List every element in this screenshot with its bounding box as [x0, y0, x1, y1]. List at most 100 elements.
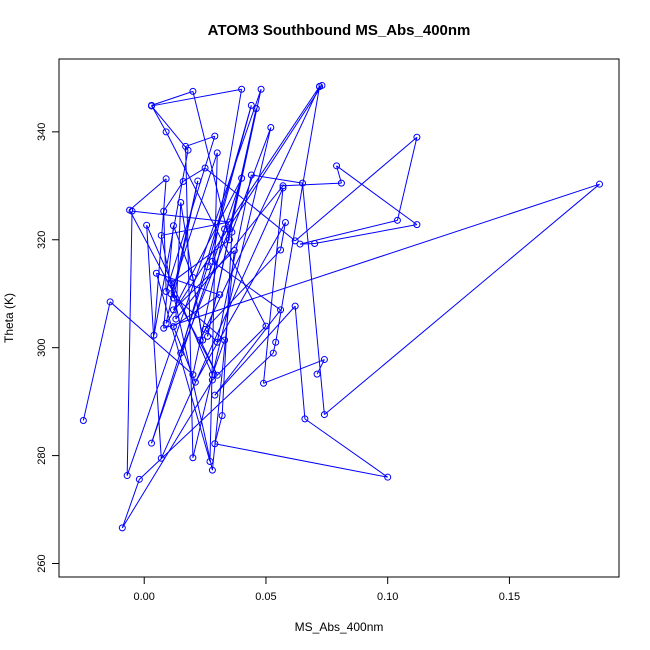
y-tick-label: 340	[36, 123, 48, 141]
data-point	[196, 336, 204, 344]
data-point	[221, 225, 229, 233]
data-point	[413, 133, 421, 141]
data-point	[281, 218, 289, 226]
data-point	[167, 279, 175, 287]
data-point	[201, 325, 209, 333]
data-point	[260, 379, 268, 387]
series-line-segment	[151, 90, 194, 106]
series-line-segment	[209, 152, 218, 462]
data-point	[225, 218, 233, 226]
series-line-segment	[396, 137, 418, 221]
data-point	[169, 323, 177, 331]
series-line-segment	[160, 187, 284, 459]
series-line-segment	[172, 326, 196, 383]
data-point	[262, 322, 270, 330]
data-point	[208, 466, 216, 474]
series-line-segment	[151, 105, 189, 151]
series-line-segment	[299, 219, 398, 245]
series-line-segment	[251, 174, 303, 184]
series-line-segment	[336, 165, 418, 226]
data-point	[298, 179, 306, 187]
data-point	[213, 371, 221, 379]
data-point	[79, 417, 87, 425]
series-line-segment	[263, 359, 325, 384]
data-point	[123, 472, 131, 480]
data-point	[208, 371, 216, 379]
x-tick-label: 0.15	[499, 591, 520, 603]
x-axis: 0.00 0.05 0.10 0.15	[134, 576, 520, 603]
y-axis-label: Theta (K)	[2, 293, 16, 343]
series-line-segment	[146, 224, 213, 375]
series-line-segment	[194, 222, 286, 383]
series-line-segment	[126, 211, 133, 476]
y-tick-label: 280	[36, 446, 48, 464]
data-point	[177, 349, 185, 357]
series-line-segment	[294, 306, 306, 419]
series-line-segment	[165, 85, 323, 324]
data-point	[167, 290, 175, 298]
series-line-segment	[214, 305, 296, 396]
data-point	[201, 164, 209, 172]
series-line-segment	[221, 232, 233, 416]
series-line-segment	[263, 187, 284, 384]
series-line-segment	[304, 418, 388, 478]
data-point	[206, 458, 214, 466]
series-line-segment	[185, 135, 215, 147]
data-point	[126, 206, 134, 214]
data-point	[162, 128, 170, 136]
data-point	[225, 236, 233, 244]
data-point	[199, 336, 207, 344]
data-point	[269, 349, 277, 357]
data-point	[189, 274, 197, 282]
data-point	[228, 228, 236, 236]
series-line-segment	[204, 167, 296, 242]
data-point	[257, 85, 265, 93]
series-line-segment	[294, 136, 418, 242]
x-tick-label: 0.05	[255, 591, 276, 603]
data-point	[211, 440, 219, 448]
data-point	[311, 240, 319, 248]
series-line-segment	[175, 185, 284, 320]
data-point	[194, 177, 202, 185]
series-line-segment	[173, 250, 235, 311]
series-line-segment	[280, 222, 286, 251]
series-line-segment	[156, 272, 220, 296]
series-line-segment	[121, 479, 140, 529]
data-point	[393, 216, 401, 224]
data-point	[291, 237, 299, 245]
series-line-segment	[163, 183, 600, 329]
data-point	[313, 370, 321, 378]
series-line-segment	[211, 339, 226, 375]
chart-title: ATOM3 Southbound MS_Abs_400nm	[208, 22, 471, 39]
data-point	[296, 240, 304, 248]
series-line-segment	[165, 131, 267, 327]
data-point	[179, 177, 187, 185]
series-line-segment	[228, 108, 257, 230]
series-line-segment	[131, 210, 230, 223]
data-point	[596, 180, 604, 188]
data-point	[291, 302, 299, 310]
series-line-segment	[121, 379, 213, 529]
x-axis-label: MS_Abs_400nm	[295, 620, 384, 634]
data-point	[333, 162, 341, 170]
data-point	[157, 231, 165, 239]
series-line-segment	[165, 136, 216, 292]
data-point	[213, 338, 221, 346]
series-line-segment	[163, 211, 167, 292]
data-point	[279, 184, 287, 192]
data-point	[301, 415, 309, 423]
series-line-segment	[214, 443, 388, 478]
series-line-segment	[151, 88, 242, 107]
series-line-segment	[173, 294, 220, 328]
series-line-segment	[211, 89, 243, 262]
data-point	[211, 132, 219, 140]
series-line-segment	[231, 127, 272, 233]
data-point	[106, 298, 114, 306]
data-point	[238, 85, 246, 93]
data-point	[316, 83, 324, 91]
data-point	[135, 475, 143, 483]
series-line-segment	[151, 105, 167, 133]
series-line-segment	[301, 183, 325, 415]
data-point	[191, 378, 199, 386]
